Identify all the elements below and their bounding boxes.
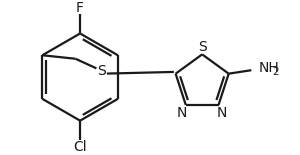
Text: 2: 2 [272, 67, 279, 77]
Text: N: N [177, 106, 188, 120]
Text: S: S [97, 64, 106, 78]
Text: S: S [198, 40, 206, 53]
Text: NH: NH [258, 61, 279, 75]
Text: N: N [217, 106, 227, 120]
Text: Cl: Cl [73, 140, 87, 154]
Text: F: F [76, 1, 84, 15]
